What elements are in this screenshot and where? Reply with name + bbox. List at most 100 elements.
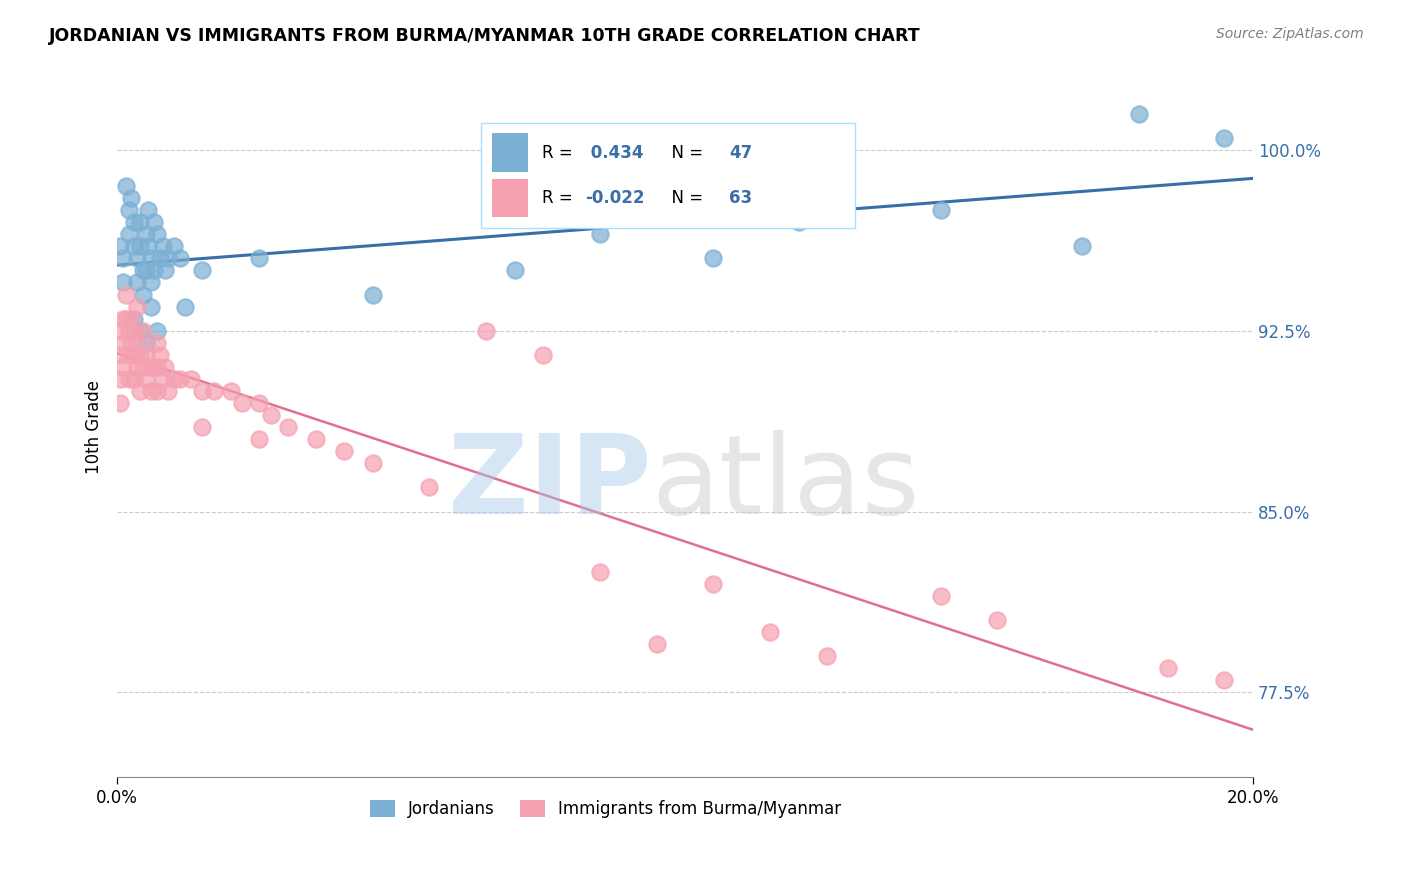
Point xyxy=(143,359,166,374)
Y-axis label: 10th Grade: 10th Grade xyxy=(86,380,103,475)
Point xyxy=(929,203,952,218)
Point xyxy=(169,372,191,386)
Point xyxy=(122,348,145,362)
Point xyxy=(120,191,142,205)
Point xyxy=(157,252,180,266)
Point xyxy=(129,215,152,229)
Point xyxy=(146,384,169,398)
Point xyxy=(475,324,498,338)
Bar xyxy=(492,179,529,218)
Text: Source: ZipAtlas.com: Source: ZipAtlas.com xyxy=(1216,27,1364,41)
Point xyxy=(155,263,177,277)
Point xyxy=(132,359,155,374)
Point xyxy=(122,215,145,229)
Point xyxy=(129,239,152,253)
Point xyxy=(108,324,131,338)
Point xyxy=(191,263,214,277)
Point xyxy=(157,384,180,398)
Point xyxy=(986,613,1008,627)
Point xyxy=(141,252,163,266)
Point xyxy=(141,384,163,398)
Point xyxy=(132,263,155,277)
Point xyxy=(135,348,157,362)
Point xyxy=(108,239,131,253)
Point xyxy=(125,300,148,314)
Point xyxy=(125,252,148,266)
Point xyxy=(135,263,157,277)
Point xyxy=(702,577,724,591)
Point xyxy=(202,384,225,398)
Point xyxy=(146,359,169,374)
Point xyxy=(191,384,214,398)
Point xyxy=(125,335,148,350)
Point xyxy=(152,239,174,253)
Point xyxy=(108,396,131,410)
Point xyxy=(1071,239,1094,253)
Point xyxy=(117,227,139,242)
Point xyxy=(111,276,134,290)
Text: 0.434: 0.434 xyxy=(585,144,644,161)
Point xyxy=(247,432,270,446)
Point xyxy=(135,335,157,350)
Point xyxy=(146,227,169,242)
Point xyxy=(702,252,724,266)
Text: 63: 63 xyxy=(730,189,752,207)
Point xyxy=(138,203,160,218)
Point xyxy=(117,348,139,362)
Point xyxy=(149,252,172,266)
Point xyxy=(117,203,139,218)
Point xyxy=(180,372,202,386)
Text: JORDANIAN VS IMMIGRANTS FROM BURMA/MYANMAR 10TH GRADE CORRELATION CHART: JORDANIAN VS IMMIGRANTS FROM BURMA/MYANM… xyxy=(49,27,921,45)
Point xyxy=(143,263,166,277)
Point xyxy=(114,287,136,301)
Point xyxy=(111,252,134,266)
Text: N =: N = xyxy=(661,189,709,207)
Point xyxy=(305,432,328,446)
Point xyxy=(929,589,952,603)
Point xyxy=(247,396,270,410)
Point xyxy=(108,348,131,362)
Point xyxy=(138,239,160,253)
Point xyxy=(117,324,139,338)
Point xyxy=(111,311,134,326)
Point xyxy=(122,311,145,326)
Point xyxy=(111,359,134,374)
Point xyxy=(120,335,142,350)
Point xyxy=(114,178,136,193)
Point xyxy=(114,311,136,326)
Bar xyxy=(492,134,529,172)
Point xyxy=(361,287,384,301)
Point xyxy=(129,348,152,362)
Point xyxy=(589,565,612,579)
Point xyxy=(122,372,145,386)
Point xyxy=(125,359,148,374)
Point xyxy=(1213,673,1236,688)
Legend: Jordanians, Immigrants from Burma/Myanmar: Jordanians, Immigrants from Burma/Myanma… xyxy=(363,793,848,824)
Point xyxy=(277,420,299,434)
Point xyxy=(143,215,166,229)
Point xyxy=(132,324,155,338)
Point xyxy=(141,359,163,374)
Point xyxy=(174,300,197,314)
Point xyxy=(122,239,145,253)
Point xyxy=(155,359,177,374)
Point xyxy=(787,215,810,229)
Text: 47: 47 xyxy=(730,144,752,161)
Point xyxy=(1156,661,1178,675)
Point xyxy=(108,372,131,386)
Point xyxy=(531,348,554,362)
Point xyxy=(149,348,172,362)
Point xyxy=(146,335,169,350)
Point xyxy=(132,287,155,301)
Point xyxy=(129,384,152,398)
Point xyxy=(135,227,157,242)
Point xyxy=(152,372,174,386)
Point xyxy=(418,480,440,494)
Point xyxy=(191,420,214,434)
Text: ZIP: ZIP xyxy=(447,430,651,537)
Text: atlas: atlas xyxy=(651,430,920,537)
Point xyxy=(645,637,668,651)
FancyBboxPatch shape xyxy=(481,123,855,227)
Point xyxy=(361,456,384,470)
Point xyxy=(219,384,242,398)
